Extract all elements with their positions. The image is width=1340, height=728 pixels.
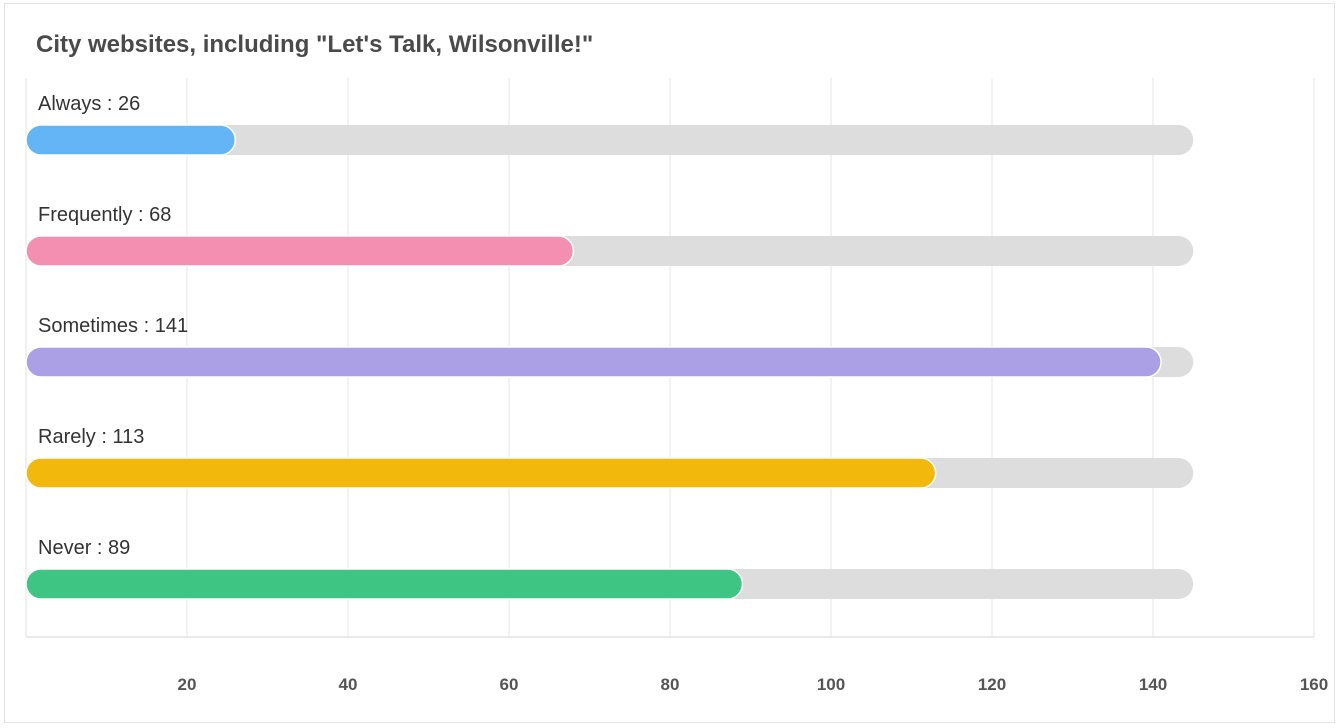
bar-track-always (26, 125, 1194, 155)
bar-label-never: Never : 89 (38, 537, 130, 559)
bars: Always : 26 Frequently : 68 Sometimes : 14… (25, 93, 1194, 600)
bar-frequently[interactable] (25, 235, 575, 267)
x-tick-label: 100 (817, 675, 845, 694)
bar-label-frequently: Frequently : 68 (38, 204, 171, 226)
x-tick-label: 60 (500, 675, 519, 694)
bar-rarely[interactable] (25, 457, 937, 489)
bar-sometimes[interactable] (25, 346, 1162, 378)
x-tick-label: 160 (1300, 675, 1328, 694)
x-tick-label: 80 (661, 675, 680, 694)
bar-always[interactable] (25, 124, 237, 156)
x-tick-label: 40 (339, 675, 358, 694)
bar-never[interactable] (25, 568, 744, 600)
x-tick-label: 20 (178, 675, 197, 694)
bar-label-rarely: Rarely : 113 (38, 426, 144, 448)
chart-title: City websites, including "Let's Talk, Wi… (36, 31, 594, 58)
x-axis-tick-labels: 20 40 60 80 100 120 140 160 (178, 675, 1329, 694)
x-tick-label: 140 (1139, 675, 1167, 694)
x-tick-label: 120 (978, 675, 1006, 694)
bar-label-always: Always : 26 (38, 93, 140, 115)
bar-label-sometimes: Sometimes : 141 (38, 315, 188, 337)
